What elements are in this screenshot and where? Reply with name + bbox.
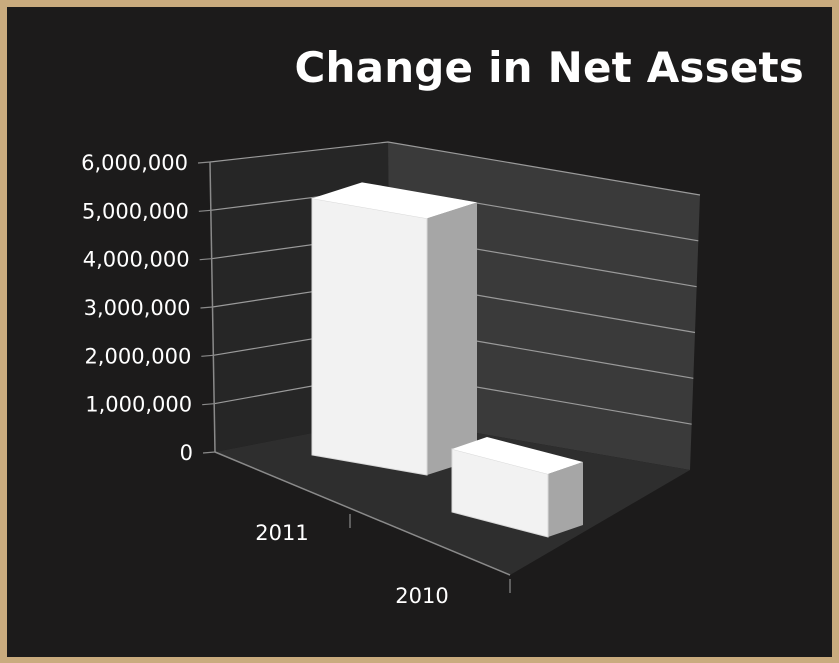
- x-tick-label: 2011: [255, 521, 308, 545]
- y-tick-mark: [199, 258, 212, 261]
- y-tick-label: 0: [180, 441, 193, 465]
- bar-front-face: [311, 197, 428, 476]
- chart-title: Change in Net Assets: [294, 43, 804, 92]
- y-tick-label: 4,000,000: [83, 248, 190, 272]
- bar-top-face: [312, 182, 477, 219]
- y-tick-label: 1,000,000: [85, 393, 192, 417]
- y-tick-label: 2,000,000: [84, 344, 191, 368]
- tick-labels: 0 1,000,000 2,000,000 3,000,000 4,000,000 5,0…: [81, 151, 449, 608]
- y-tick-label: 5,000,000: [82, 199, 189, 223]
- bar-2011: [311, 182, 477, 476]
- x-axis-line: [214, 451, 511, 576]
- y-tick-mark: [197, 161, 211, 164]
- bar-2010: [451, 437, 583, 538]
- y-tick-mark: [202, 451, 216, 454]
- y-tick-mark: [201, 354, 214, 357]
- axes: [209, 161, 511, 593]
- y-tick-mark: [202, 403, 215, 406]
- y-tick-mark: [200, 306, 213, 309]
- y-tick-mark: [198, 209, 211, 212]
- y-axis-line: [209, 161, 216, 453]
- y-tick-label: 3,000,000: [84, 296, 191, 320]
- gridline: [209, 141, 701, 196]
- bar-side-face: [548, 462, 583, 537]
- bar-side-face: [427, 202, 477, 476]
- bars: [311, 182, 583, 538]
- x-tick-label: 2010: [395, 584, 448, 608]
- bar-top-face: [452, 437, 583, 474]
- y-tick-label: 6,000,000: [81, 151, 188, 175]
